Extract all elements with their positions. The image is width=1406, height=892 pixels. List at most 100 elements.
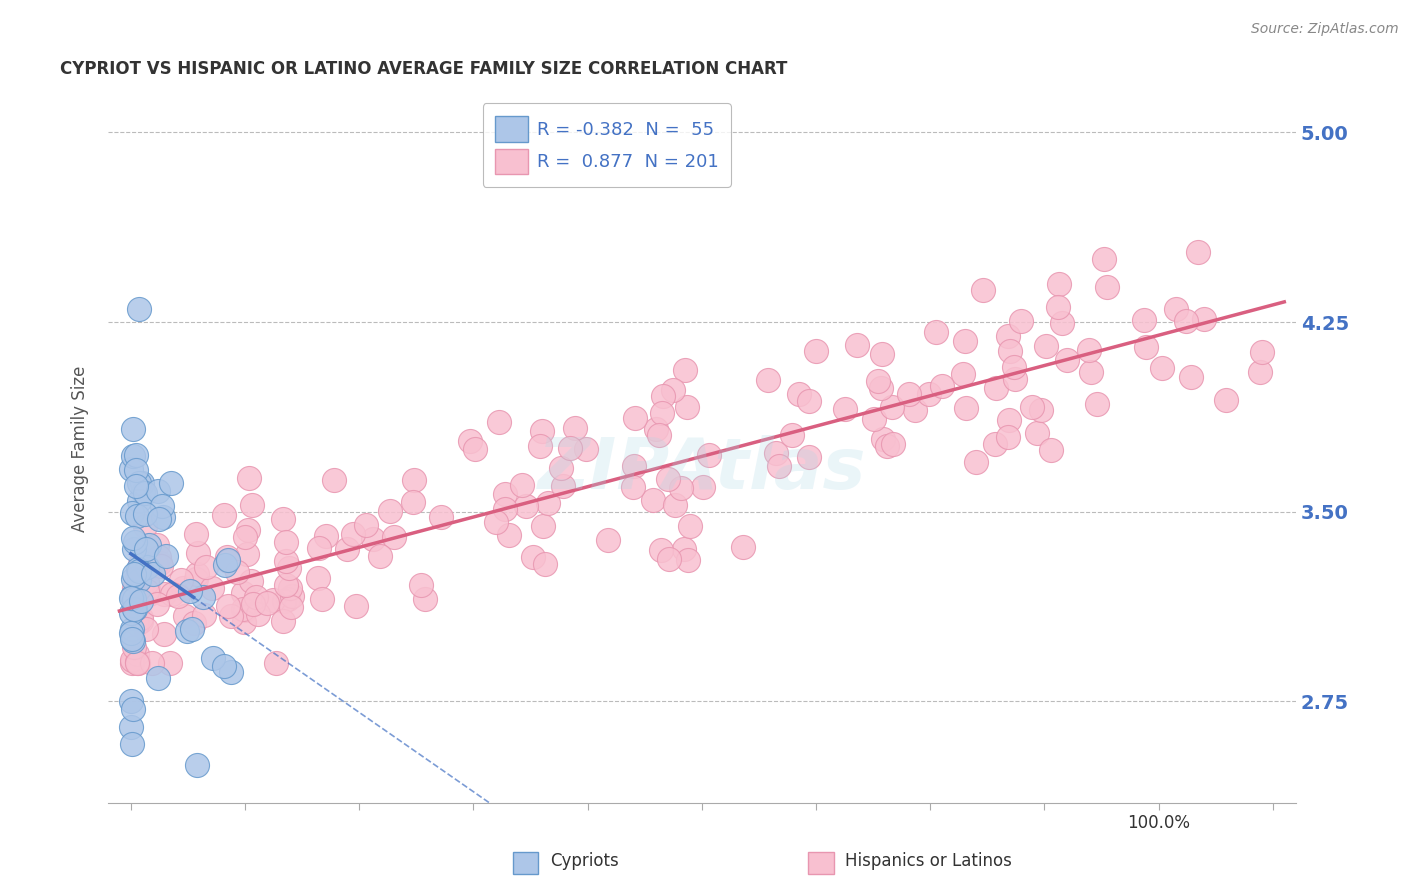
Point: [176, 624, 198, 639]
Point: [1040, 443, 1063, 458]
Point: [262, 593, 284, 607]
Point: [623, 411, 645, 425]
Point: [657, 472, 679, 486]
Point: [138, 538, 160, 552]
Point: [214, 558, 236, 572]
Point: [179, 584, 201, 599]
Point: [1029, 402, 1052, 417]
Point: [131, 593, 153, 607]
Point: [149, 559, 172, 574]
Point: [1035, 339, 1057, 353]
Point: [127, 509, 149, 524]
Point: [925, 325, 948, 339]
Point: [281, 589, 304, 603]
Point: [1085, 396, 1108, 410]
FancyBboxPatch shape: [808, 852, 834, 874]
Point: [952, 368, 974, 382]
Point: [1175, 314, 1198, 328]
Point: [194, 560, 217, 574]
Point: [120, 606, 142, 620]
Point: [931, 378, 953, 392]
Point: [236, 523, 259, 537]
Point: [186, 567, 208, 582]
Point: [897, 387, 920, 401]
Point: [650, 542, 672, 557]
Point: [120, 720, 142, 734]
Point: [127, 647, 149, 661]
Point: [131, 615, 153, 629]
Point: [135, 623, 157, 637]
Point: [1215, 393, 1237, 408]
Y-axis label: Average Family Size: Average Family Size: [72, 366, 89, 532]
FancyBboxPatch shape: [513, 852, 538, 874]
Point: [697, 448, 720, 462]
Point: [153, 627, 176, 641]
Point: [122, 602, 145, 616]
Point: [121, 532, 143, 546]
Point: [342, 526, 364, 541]
Point: [135, 583, 157, 598]
Point: [121, 653, 143, 667]
Point: [692, 480, 714, 494]
Point: [315, 529, 337, 543]
Point: [510, 478, 533, 492]
Point: [780, 428, 803, 442]
Point: [215, 550, 238, 565]
Point: [918, 386, 941, 401]
Point: [658, 551, 681, 566]
Point: [245, 590, 267, 604]
Point: [661, 383, 683, 397]
Point: [336, 541, 359, 556]
Point: [225, 565, 247, 579]
Point: [201, 582, 224, 596]
Point: [273, 614, 295, 628]
Point: [274, 534, 297, 549]
Point: [998, 412, 1021, 426]
Point: [872, 432, 894, 446]
Point: [880, 400, 903, 414]
Point: [247, 607, 270, 621]
Point: [122, 702, 145, 716]
Point: [127, 598, 149, 612]
Point: [575, 442, 598, 457]
Point: [1133, 312, 1156, 326]
Point: [191, 591, 214, 605]
Point: [134, 507, 156, 521]
Point: [129, 591, 152, 605]
Point: [238, 471, 260, 485]
Point: [277, 591, 299, 606]
Point: [768, 458, 790, 473]
Point: [141, 657, 163, 671]
Point: [173, 581, 195, 595]
Point: [530, 424, 553, 438]
Point: [870, 346, 893, 360]
Point: [193, 607, 215, 622]
Point: [146, 484, 169, 499]
Point: [498, 528, 520, 542]
Point: [1025, 425, 1047, 440]
Point: [955, 334, 977, 348]
Point: [1251, 345, 1274, 359]
Point: [264, 657, 287, 671]
Text: Cypriots: Cypriots: [550, 852, 619, 871]
Point: [997, 430, 1019, 444]
Text: CYPRIOT VS HISPANIC OR LATINO AVERAGE FAMILY SIZE CORRELATION CHART: CYPRIOT VS HISPANIC OR LATINO AVERAGE FA…: [60, 60, 787, 78]
Point: [122, 592, 145, 607]
Point: [148, 671, 170, 685]
Point: [235, 530, 257, 544]
Point: [1192, 312, 1215, 326]
Point: [274, 577, 297, 591]
Point: [1092, 252, 1115, 267]
Point: [233, 603, 256, 617]
Point: [955, 401, 977, 415]
Point: [128, 302, 150, 317]
Point: [972, 283, 994, 297]
Point: [641, 492, 664, 507]
Point: [378, 504, 401, 518]
Point: [278, 582, 301, 596]
Point: [148, 512, 170, 526]
Point: [464, 442, 486, 457]
Point: [531, 518, 554, 533]
Point: [413, 592, 436, 607]
Point: [308, 571, 330, 585]
